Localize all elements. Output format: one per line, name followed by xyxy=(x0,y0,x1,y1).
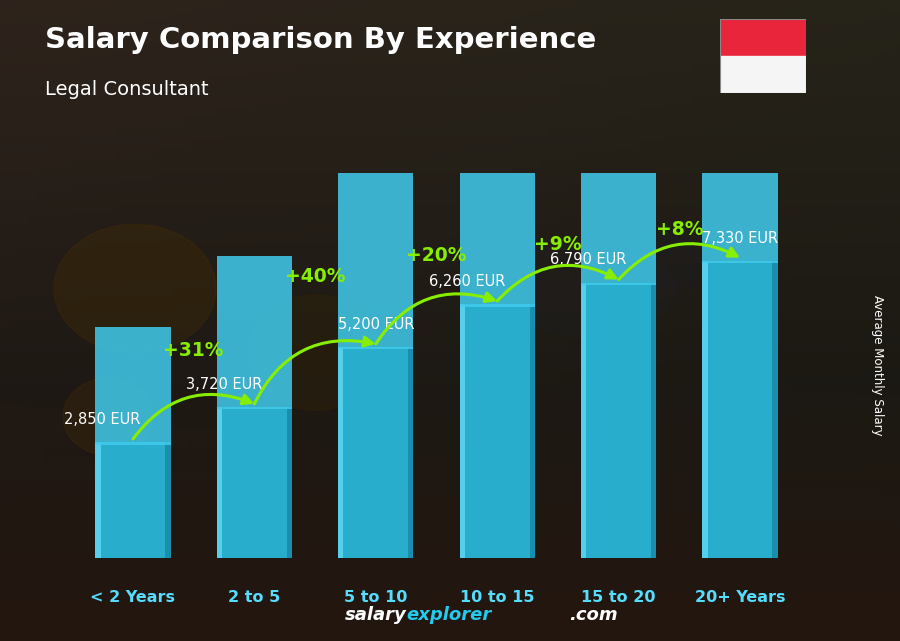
Text: 2,850 EUR: 2,850 EUR xyxy=(65,412,140,427)
Text: 5,200 EUR: 5,200 EUR xyxy=(338,317,414,332)
Bar xyxy=(217,256,292,410)
Bar xyxy=(460,304,535,558)
Bar xyxy=(720,19,806,56)
Text: +9%: +9% xyxy=(534,235,581,254)
Text: 6,260 EUR: 6,260 EUR xyxy=(428,274,505,289)
Text: < 2 Years: < 2 Years xyxy=(90,590,176,605)
Ellipse shape xyxy=(621,224,729,288)
Text: salary: salary xyxy=(345,606,407,624)
Bar xyxy=(651,283,656,558)
Text: Average Monthly Salary: Average Monthly Salary xyxy=(871,295,884,436)
Text: 15 to 20: 15 to 20 xyxy=(581,590,656,605)
Text: 2 to 5: 2 to 5 xyxy=(229,590,281,605)
Text: explorer: explorer xyxy=(407,606,492,624)
Text: +8%: +8% xyxy=(655,221,703,239)
Text: 3,720 EUR: 3,720 EUR xyxy=(185,377,262,392)
Bar xyxy=(338,137,413,349)
Bar xyxy=(581,283,656,558)
Text: .com: .com xyxy=(569,606,617,624)
Bar xyxy=(702,0,778,263)
Bar xyxy=(772,261,778,558)
Bar xyxy=(338,347,413,558)
Bar xyxy=(529,304,535,558)
Bar xyxy=(460,51,535,306)
Text: +40%: +40% xyxy=(284,267,346,286)
Bar xyxy=(166,442,171,558)
Text: +20%: +20% xyxy=(406,246,467,265)
Bar xyxy=(581,283,586,558)
Bar xyxy=(338,347,344,558)
Ellipse shape xyxy=(63,378,153,455)
Text: 5 to 10: 5 to 10 xyxy=(344,590,408,605)
Text: 7,330 EUR: 7,330 EUR xyxy=(702,231,778,246)
Ellipse shape xyxy=(495,240,675,337)
Bar xyxy=(702,261,707,558)
Bar xyxy=(581,8,656,285)
Bar xyxy=(95,442,171,558)
Bar xyxy=(720,56,806,93)
Bar xyxy=(217,407,222,558)
Ellipse shape xyxy=(54,224,216,353)
Bar xyxy=(409,347,413,558)
Text: 20+ Years: 20+ Years xyxy=(695,590,786,605)
Text: Salary Comparison By Experience: Salary Comparison By Experience xyxy=(45,26,596,54)
Bar xyxy=(460,304,464,558)
Ellipse shape xyxy=(248,295,382,410)
Text: 10 to 15: 10 to 15 xyxy=(460,590,535,605)
Text: +31%: +31% xyxy=(164,341,224,360)
Text: 6,790 EUR: 6,790 EUR xyxy=(550,253,626,267)
Text: Legal Consultant: Legal Consultant xyxy=(45,80,209,99)
Bar xyxy=(95,327,171,445)
Bar xyxy=(287,407,292,558)
Bar xyxy=(702,261,778,558)
Bar xyxy=(217,407,292,558)
Bar xyxy=(95,442,101,558)
